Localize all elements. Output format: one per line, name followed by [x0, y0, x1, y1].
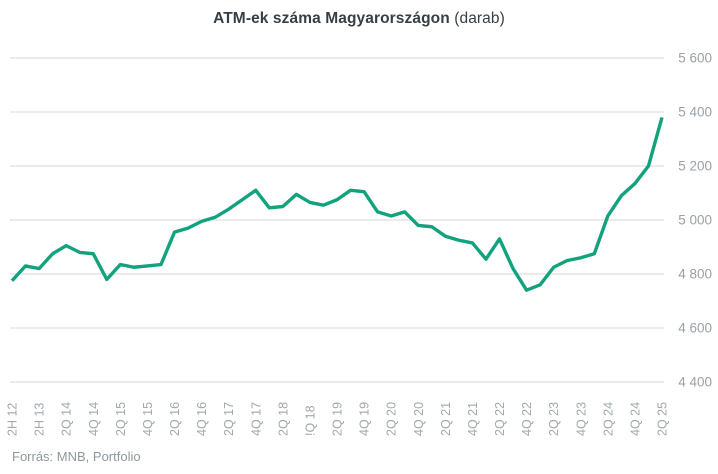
x-tick-label: 4Q 20	[412, 402, 426, 436]
chart-title: ATM-ek száma Magyarországon (darab)	[0, 10, 718, 28]
x-tick-label: 2Q 24	[601, 402, 615, 436]
x-tick-label: 4Q 17	[249, 402, 263, 436]
x-tick-label: 4Q 14	[87, 402, 101, 436]
y-tick-label: 4 800	[678, 267, 712, 282]
x-tick-label: 2Q 22	[493, 402, 507, 436]
x-tick-label: 2Q 23	[547, 402, 561, 436]
chart-title-main: ATM-ek száma Magyarországon	[213, 10, 450, 27]
x-tick-label: 4Q 19	[358, 402, 372, 436]
x-tick-label: 4Q 21	[466, 402, 480, 436]
x-tick-label: 4Q 16	[195, 402, 209, 436]
y-tick-label: 5 000	[678, 213, 712, 228]
x-tick-label: 4Q 22	[520, 402, 534, 436]
x-tick-label: 4Q 23	[574, 402, 588, 436]
x-tick-label: 2Q 16	[168, 402, 182, 436]
x-tick-label: 2H 13	[33, 403, 47, 436]
x-tick-label: 2Q 20	[385, 402, 399, 436]
x-tick-label: 2Q 18	[276, 402, 290, 436]
x-tick-label: !Q 18	[303, 405, 317, 436]
x-tick-label: 2Q 14	[60, 402, 74, 436]
atm-series-line	[10, 116, 664, 292]
x-tick-label: 2Q 17	[222, 402, 236, 436]
y-tick-label: 5 600	[678, 51, 712, 66]
x-tick-label: 2Q 21	[439, 402, 453, 436]
y-tick-label: 5 400	[678, 105, 712, 120]
y-axis-labels: 5 600 5 400 5 200 5 000 4 800 4 600 4 400	[678, 51, 712, 390]
y-tick-label: 4 600	[678, 321, 712, 336]
x-tick-label: 2Q 25	[656, 402, 670, 436]
y-tick-label: 4 400	[678, 375, 712, 390]
x-tick-label: 4Q 15	[141, 402, 155, 436]
x-tick-label: 2Q 19	[331, 402, 345, 436]
source-note: Forrás: MNB, Portfolio	[12, 449, 141, 464]
x-tick-label: 2H 12	[6, 403, 20, 436]
x-tick-label: 4Q 24	[628, 402, 642, 436]
chart-title-unit: (darab)	[454, 10, 505, 27]
x-axis-labels: 2H 12 2H 13 2Q 14 4Q 14 2Q 15 4Q 15 2Q 16 4Q 16…	[6, 402, 670, 436]
x-tick-label: 2Q 15	[114, 402, 128, 436]
chart-gridlines	[10, 57, 664, 383]
y-tick-label: 5 200	[678, 159, 712, 174]
